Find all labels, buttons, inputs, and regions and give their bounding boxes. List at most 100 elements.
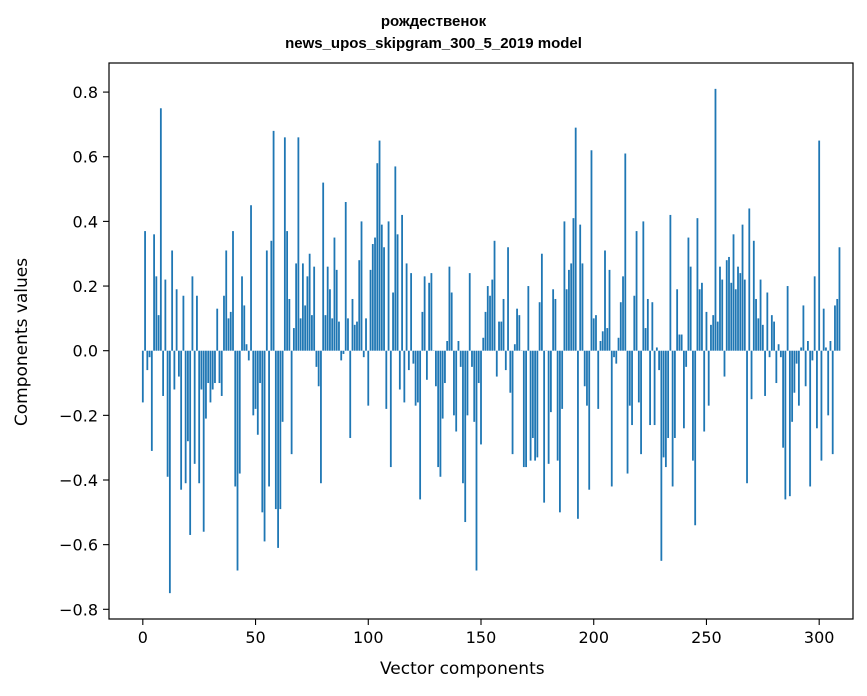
bar — [705, 311, 708, 351]
bar — [317, 350, 320, 387]
bar — [500, 321, 503, 351]
bar — [329, 289, 331, 351]
bar — [441, 350, 444, 419]
bar — [254, 350, 257, 409]
bar — [782, 350, 785, 448]
bar — [187, 350, 189, 442]
bar — [588, 350, 591, 490]
bar — [423, 276, 426, 351]
bar — [563, 221, 566, 351]
bar — [730, 282, 733, 351]
bar — [696, 218, 699, 351]
bar — [306, 276, 309, 351]
bar — [649, 350, 651, 426]
bar — [331, 318, 334, 351]
bar — [378, 140, 381, 351]
bar — [680, 334, 683, 351]
bar — [791, 350, 794, 422]
bar — [171, 250, 174, 351]
bar — [193, 350, 196, 464]
bar — [619, 302, 622, 351]
bar — [335, 269, 338, 351]
bar — [480, 350, 482, 445]
y-tick-label: 0.2 — [73, 277, 98, 296]
bar — [439, 350, 442, 477]
bar — [660, 350, 663, 561]
bar — [320, 350, 322, 484]
bar — [202, 350, 205, 532]
bar — [477, 350, 480, 384]
y-axis-label: Components values — [12, 257, 32, 427]
bar — [599, 341, 602, 351]
bar — [189, 350, 192, 535]
bar — [581, 263, 584, 351]
bar — [448, 266, 451, 351]
bar — [741, 224, 744, 351]
bar — [714, 88, 717, 351]
bar — [800, 347, 803, 351]
bar — [164, 279, 167, 351]
bar — [223, 295, 225, 351]
bar — [829, 341, 832, 351]
bar — [175, 289, 178, 351]
bar — [301, 263, 304, 351]
bar — [766, 292, 769, 351]
x-tick-label: 50 — [245, 628, 265, 647]
bar — [644, 328, 647, 351]
bar — [419, 350, 422, 500]
bar — [146, 350, 149, 371]
bar — [716, 321, 719, 351]
bar — [572, 218, 575, 351]
bar — [667, 350, 670, 438]
bar — [579, 224, 582, 351]
bar — [315, 350, 318, 367]
bar — [516, 308, 518, 351]
bar — [166, 350, 169, 477]
bar — [633, 295, 636, 351]
y-tick-label: 0.4 — [73, 212, 98, 231]
bar — [721, 279, 724, 351]
bar — [227, 318, 230, 351]
bar — [292, 328, 295, 351]
bar — [295, 263, 298, 351]
bar — [788, 350, 791, 497]
bar — [507, 247, 509, 351]
bar — [626, 350, 629, 474]
bar — [631, 350, 633, 426]
bar — [793, 350, 796, 393]
bar — [658, 350, 661, 371]
bar — [777, 344, 780, 351]
bar — [281, 350, 284, 422]
bar — [198, 350, 201, 484]
bar — [586, 350, 588, 406]
bar — [435, 350, 437, 387]
bar — [527, 286, 530, 351]
bar — [635, 231, 638, 351]
bar — [615, 350, 618, 364]
bar — [342, 350, 345, 354]
bar — [376, 163, 379, 351]
bar — [651, 302, 654, 351]
bar — [746, 350, 748, 484]
bar — [389, 350, 392, 468]
bar — [498, 321, 500, 351]
bar — [502, 298, 505, 351]
bar — [482, 337, 485, 351]
bar — [250, 205, 252, 351]
bar — [737, 266, 739, 351]
bar — [209, 350, 212, 403]
bar — [712, 315, 715, 351]
bar — [531, 350, 534, 438]
bar — [365, 318, 367, 351]
bar — [734, 289, 737, 351]
bar — [462, 350, 464, 484]
bar — [144, 231, 146, 351]
bar — [308, 253, 311, 351]
bar — [200, 350, 203, 390]
bar — [405, 263, 408, 351]
bar — [838, 247, 841, 351]
bar — [818, 140, 821, 351]
bar — [153, 234, 155, 351]
bar — [347, 318, 349, 351]
bar — [703, 350, 706, 432]
